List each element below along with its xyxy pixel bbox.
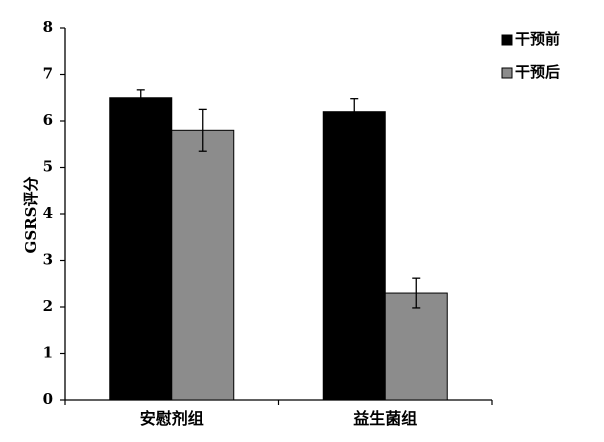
y-tick-label: 5 [43, 158, 53, 176]
legend-label: 干预前 [515, 30, 560, 48]
y-tick-label: 1 [43, 344, 53, 362]
y-tick-label: 4 [43, 204, 53, 222]
bars [109, 89, 448, 401]
x-axis: 安慰剂组 益生菌组 [64, 399, 493, 428]
bar [109, 97, 173, 401]
y-tick-label: 0 [43, 390, 53, 408]
y-axis: 0 1 2 3 4 5 6 7 8 [43, 18, 66, 408]
legend-label: 干预后 [515, 63, 560, 81]
x-category-label: 安慰剂组 [140, 409, 204, 428]
bar [384, 292, 448, 401]
y-tick-label: 8 [43, 18, 53, 36]
legend-swatch [501, 67, 513, 79]
y-tick-label: 6 [43, 111, 53, 129]
x-category-label: 益生菌组 [353, 409, 417, 428]
y-tick-label: 3 [43, 251, 53, 269]
bar [171, 129, 235, 401]
bar [322, 111, 386, 401]
y-axis-label: GSRS评分 [22, 177, 40, 254]
y-tick-label: 2 [43, 297, 53, 315]
y-tick-label: 7 [43, 65, 53, 83]
legend-swatch [501, 34, 513, 46]
